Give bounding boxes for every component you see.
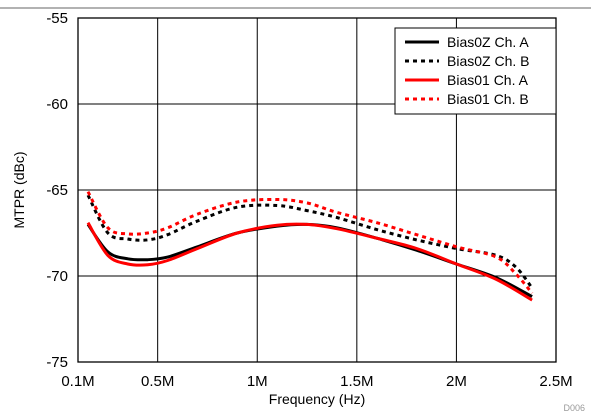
- series-line-bias01-ch-a: [86, 221, 533, 302]
- series-line-bias0z-ch-b: [86, 194, 534, 289]
- y-tick-labels: -75 -70 -65 -60 -55: [46, 10, 68, 371]
- series-layer: [86, 190, 534, 302]
- x-tick-label: 2M: [446, 373, 467, 390]
- y-tick-label: -75: [46, 354, 68, 371]
- x-tick-label: 1M: [247, 373, 268, 390]
- y-tick-label: -60: [46, 96, 68, 113]
- series-line-bias01-ch-b: [86, 190, 534, 295]
- legend-label-bias01-ch-a: Bias01 Ch. A: [447, 72, 529, 88]
- x-tick-label: 2.5M: [539, 373, 572, 390]
- x-tick-label: 1.5M: [340, 373, 373, 390]
- y-tick-label: -65: [46, 182, 68, 199]
- legend-label-bias01-ch-b: Bias01 Ch. B: [447, 91, 529, 107]
- x-tick-labels: 0.1M 0.5M 1M 1.5M 2M 2.5M: [61, 373, 572, 390]
- y-tick-label: -55: [46, 10, 68, 27]
- legend: Bias0Z Ch. A Bias0Z Ch. B Bias01 Ch. A Bias…: [394, 27, 557, 115]
- plot-frame: [77, 17, 557, 363]
- legend-label-bias0z-ch-b: Bias0Z Ch. B: [447, 53, 529, 69]
- x-axis-label: Frequency (Hz): [269, 391, 365, 407]
- figure-id: D006: [563, 403, 585, 413]
- y-tick-label: -70: [46, 268, 68, 285]
- series-line-bias0z-ch-a: [86, 222, 533, 298]
- legend-label-bias0z-ch-a: Bias0Z Ch. A: [447, 34, 529, 50]
- y-axis-label: MTPR (dBc): [11, 152, 27, 229]
- x-tick-label: 0.5M: [141, 373, 174, 390]
- x-tick-label: 0.1M: [61, 373, 94, 390]
